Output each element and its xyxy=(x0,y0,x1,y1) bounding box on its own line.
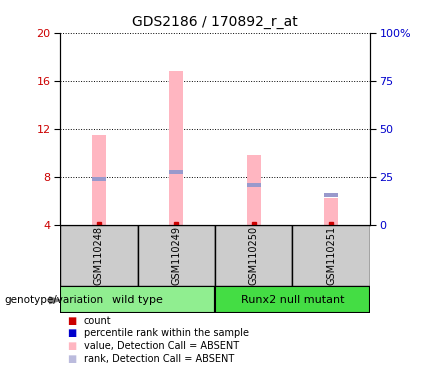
Bar xyxy=(92,177,106,181)
Bar xyxy=(247,155,261,225)
Bar xyxy=(60,225,138,286)
Title: GDS2186 / 170892_r_at: GDS2186 / 170892_r_at xyxy=(132,15,298,29)
Bar xyxy=(169,71,183,225)
Bar xyxy=(92,135,106,225)
Text: percentile rank within the sample: percentile rank within the sample xyxy=(84,328,249,338)
Bar xyxy=(292,225,370,286)
Bar xyxy=(60,286,215,313)
Bar xyxy=(169,170,183,174)
Text: GSM110248: GSM110248 xyxy=(94,226,104,285)
Text: ■: ■ xyxy=(67,354,76,364)
Text: GSM110250: GSM110250 xyxy=(249,226,259,285)
Text: value, Detection Call = ABSENT: value, Detection Call = ABSENT xyxy=(84,341,239,351)
Polygon shape xyxy=(49,297,60,304)
Bar xyxy=(324,198,338,225)
Text: genotype/variation: genotype/variation xyxy=(4,295,104,305)
Text: ■: ■ xyxy=(67,316,76,326)
Text: GSM110249: GSM110249 xyxy=(171,226,181,285)
Bar xyxy=(324,192,338,197)
Text: Runx2 null mutant: Runx2 null mutant xyxy=(241,295,344,305)
Bar xyxy=(215,286,370,313)
Text: ■: ■ xyxy=(67,328,76,338)
Text: count: count xyxy=(84,316,111,326)
Text: GSM110251: GSM110251 xyxy=(326,226,336,285)
Text: ■: ■ xyxy=(67,341,76,351)
Bar xyxy=(247,183,261,187)
Text: wild type: wild type xyxy=(112,295,163,305)
Bar xyxy=(215,225,292,286)
Text: rank, Detection Call = ABSENT: rank, Detection Call = ABSENT xyxy=(84,354,234,364)
Bar xyxy=(138,225,215,286)
